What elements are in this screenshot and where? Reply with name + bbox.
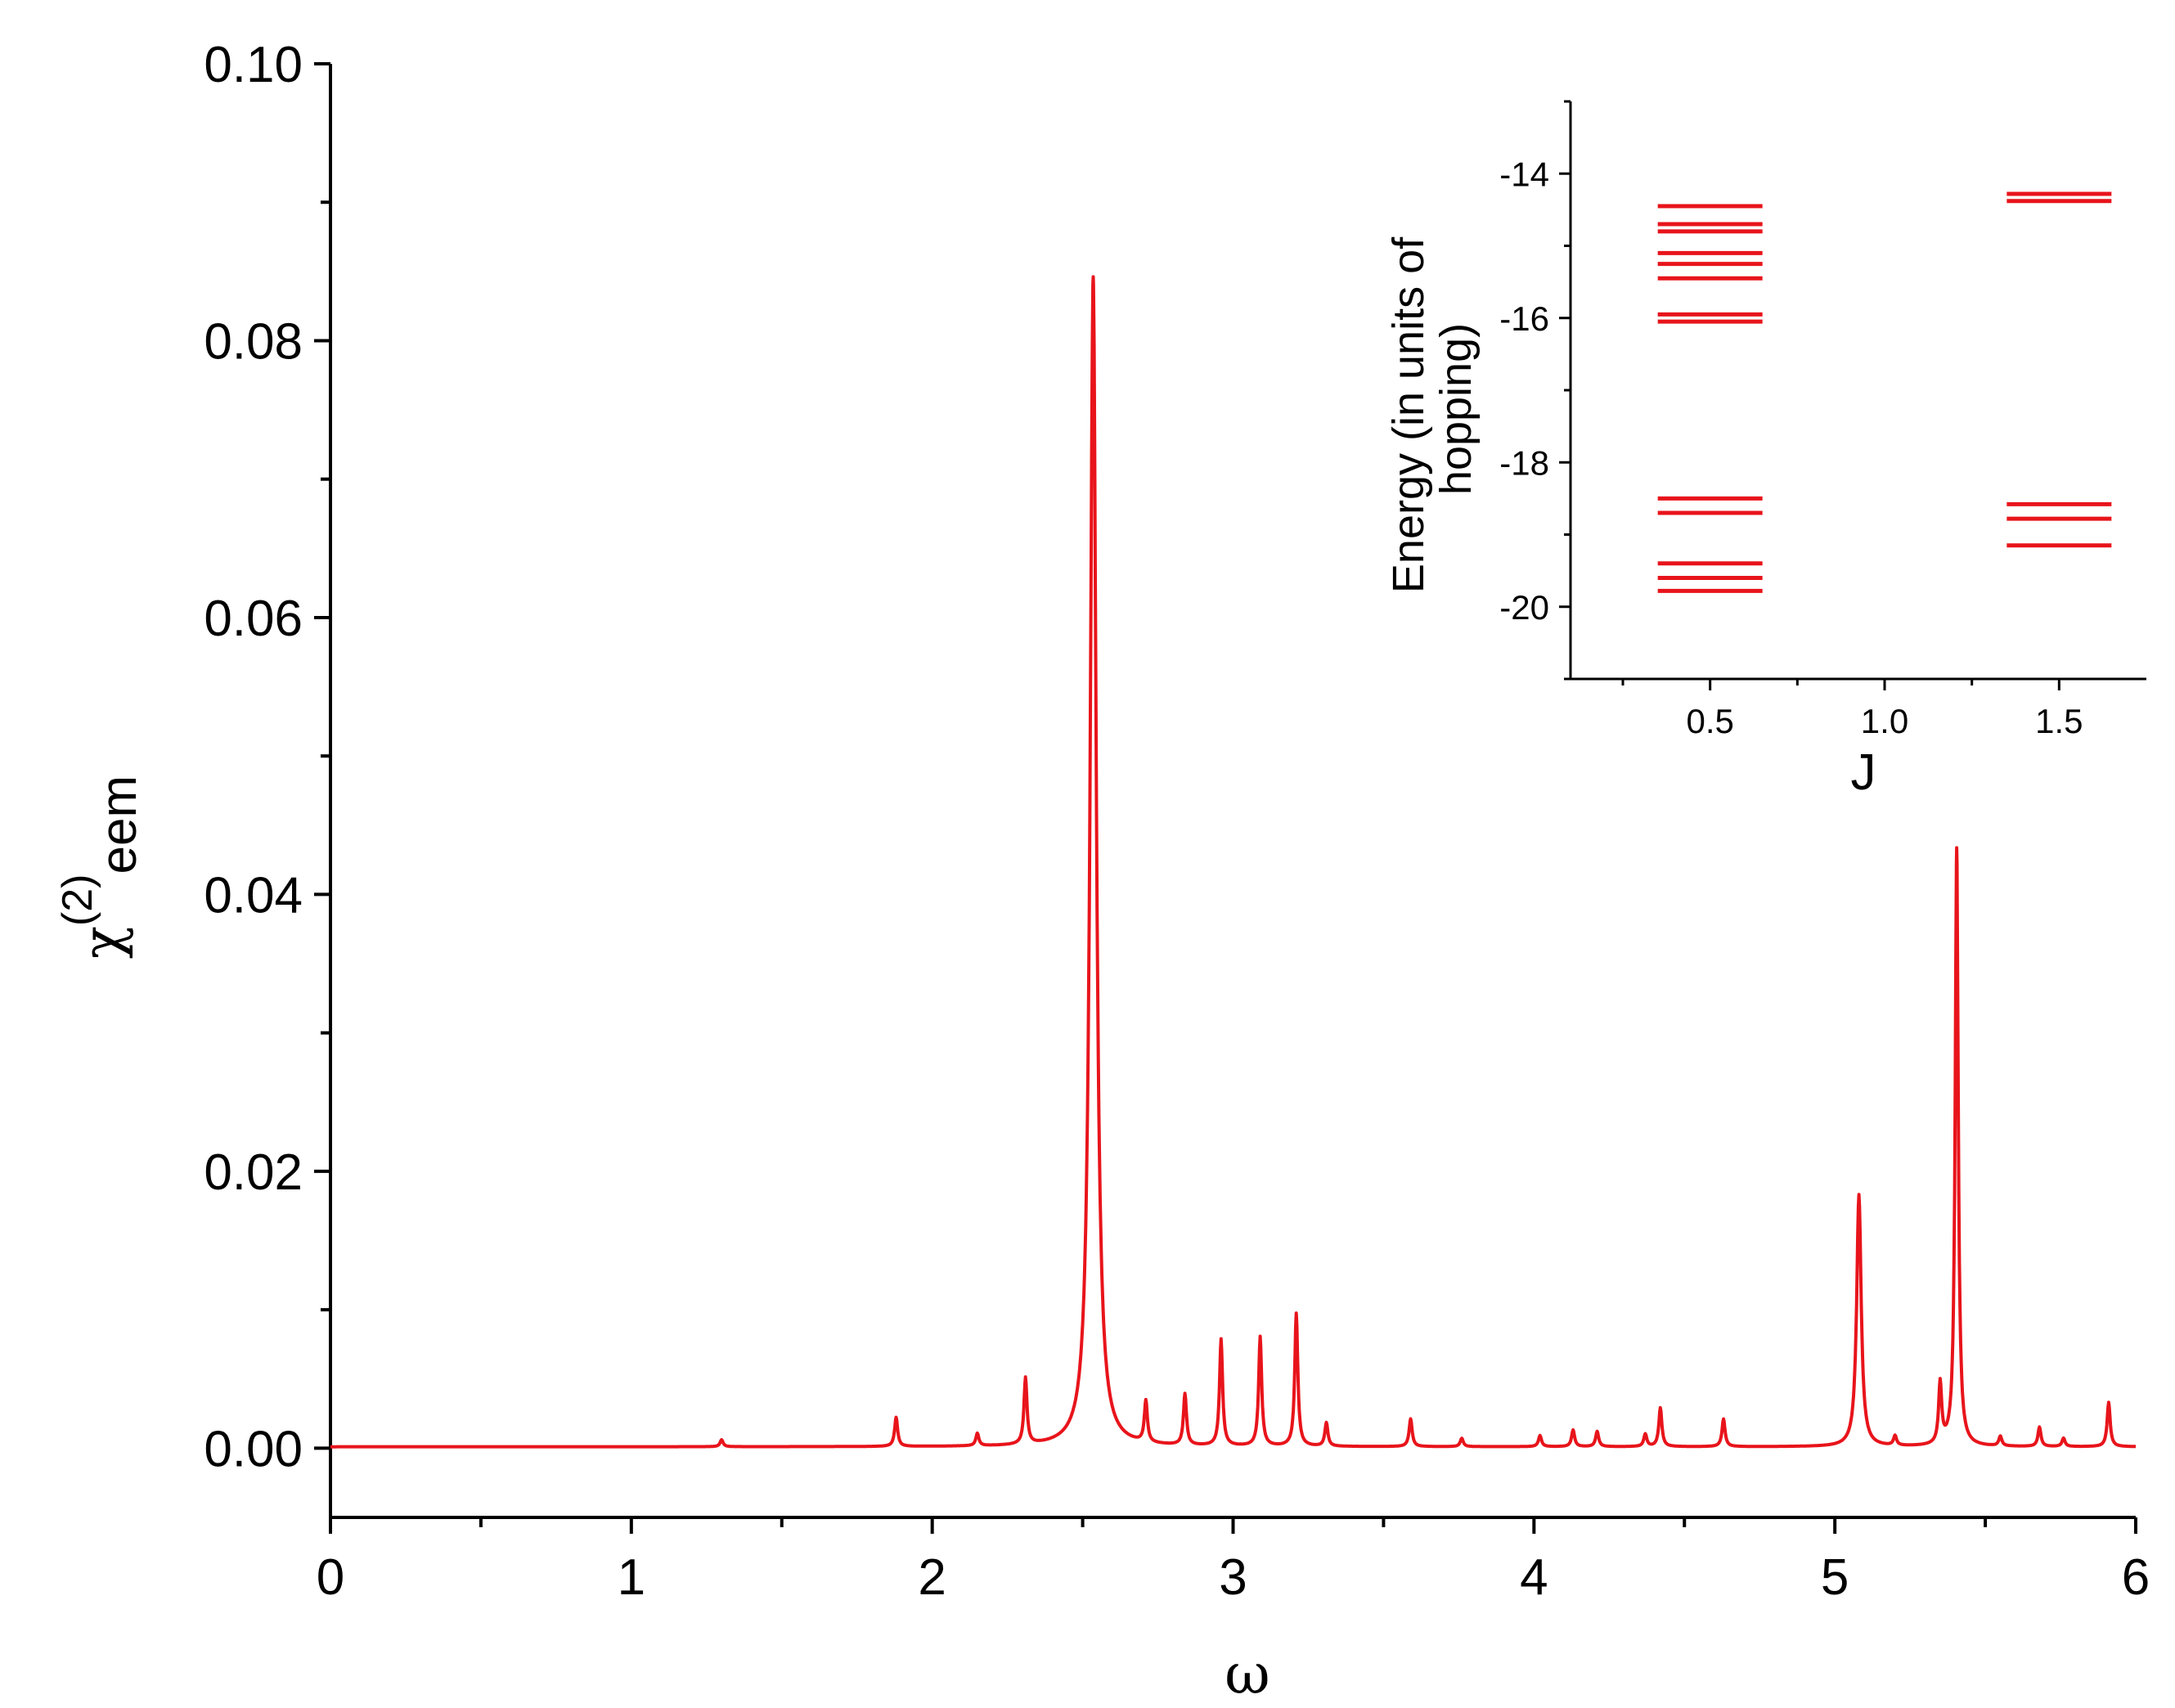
main-x-tick-label: 0 — [317, 1549, 344, 1606]
inset-x-tick-label: 1.5 — [2035, 702, 2083, 740]
inset-x-ticks: 0.5 1.0 1.5 — [1621, 679, 2083, 740]
main-x-tick-label: 4 — [1520, 1549, 1548, 1606]
main-y-axis-title-subscript: eem — [91, 775, 147, 874]
main-x-ticks: 0 1 2 3 4 5 6 — [317, 1517, 2150, 1606]
main-y-tick-label: 0.02 — [204, 1144, 303, 1201]
main-plot: 0.00 0.02 0.04 0.06 0.08 0.10 0 1 2 3 4 5 6 ω χ(2)e… — [54, 37, 2150, 1707]
main-y-tick-label: 0.00 — [204, 1421, 303, 1477]
main-y-axis-title-superscript: (2) — [54, 874, 101, 927]
main-y-tick-label: 0.04 — [204, 867, 303, 924]
main-x-tick-label: 6 — [2122, 1549, 2150, 1606]
inset-x-axis-title: J — [1851, 744, 1876, 801]
inset-energy-levels — [1657, 191, 2112, 593]
inset-x-tick-label: 1.0 — [1861, 702, 1908, 740]
main-series-line — [329, 275, 2137, 1449]
main-y-tick-label: 0.06 — [204, 591, 303, 647]
main-x-tick-label: 5 — [1821, 1549, 1849, 1606]
inset-y-tick-label: -18 — [1499, 443, 1549, 482]
inset-y-axis-title: Energy (in units of hopping) — [1384, 225, 1481, 593]
main-y-axis-title-symbol: χ — [71, 926, 134, 959]
main-y-tick-label: 0.10 — [204, 37, 303, 93]
main-x-axis-title: ω — [1225, 1643, 1269, 1707]
inset-plot: -20 -18 -16 -14 0.5 1.0 1.5 J Energy (in unit… — [1384, 100, 2146, 801]
main-x-tick-label: 1 — [618, 1549, 645, 1606]
main-x-tick-label: 3 — [1219, 1549, 1247, 1606]
main-y-ticks: 0.00 0.02 0.04 0.06 0.08 0.10 — [204, 37, 330, 1477]
inset-y-ticks: -20 -18 -16 -14 — [1499, 100, 1571, 681]
inset-y-tick-label: -14 — [1499, 155, 1549, 193]
inset-y-tick-label: -20 — [1499, 588, 1549, 627]
inset-y-axis-title-line2: hopping) — [1431, 323, 1481, 495]
inset-y-axis-title-line1: Energy (in units of — [1384, 236, 1433, 593]
main-y-axis-title: χ(2)eem — [54, 775, 147, 959]
main-x-tick-label: 2 — [918, 1549, 946, 1606]
inset-x-tick-label: 0.5 — [1686, 702, 1733, 740]
main-y-tick-label: 0.08 — [204, 313, 303, 370]
inset-y-tick-label: -16 — [1499, 299, 1549, 338]
